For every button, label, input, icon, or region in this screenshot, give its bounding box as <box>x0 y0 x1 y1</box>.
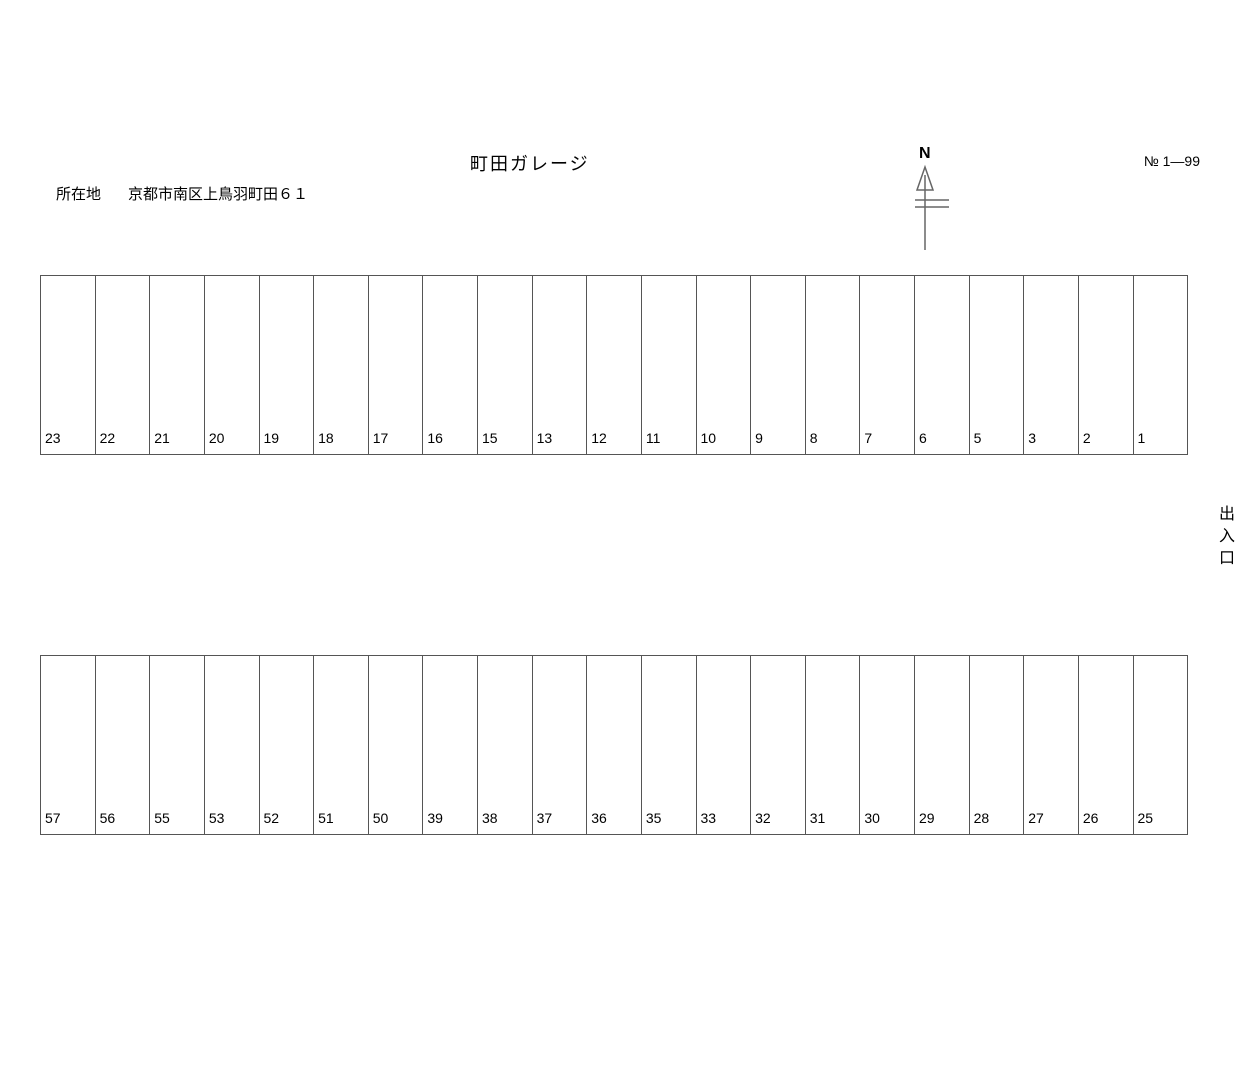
parking-space: 31 <box>806 656 861 834</box>
parking-space: 18 <box>314 276 369 454</box>
parking-space-number: 25 <box>1138 810 1154 826</box>
parking-space-number: 9 <box>755 430 763 446</box>
parking-space: 13 <box>533 276 588 454</box>
parking-space: 53 <box>205 656 260 834</box>
parking-space: 37 <box>533 656 588 834</box>
parking-space: 15 <box>478 276 533 454</box>
parking-space: 25 <box>1134 656 1188 834</box>
parking-space: 2 <box>1079 276 1134 454</box>
parking-space-number: 51 <box>318 810 334 826</box>
parking-space-number: 38 <box>482 810 498 826</box>
parking-space-number: 16 <box>427 430 443 446</box>
parking-space: 26 <box>1079 656 1134 834</box>
address-value: 京都市南区上鳥羽町田６１ <box>128 183 308 204</box>
parking-space-number: 8 <box>810 430 818 446</box>
parking-space: 16 <box>423 276 478 454</box>
parking-space: 27 <box>1024 656 1079 834</box>
parking-space: 56 <box>96 656 151 834</box>
parking-space-number: 29 <box>919 810 935 826</box>
parking-space: 10 <box>697 276 752 454</box>
parking-space-number: 32 <box>755 810 771 826</box>
address-label: 所在地 <box>56 183 101 204</box>
parking-space-number: 15 <box>482 430 498 446</box>
parking-space-number: 28 <box>974 810 990 826</box>
parking-space: 29 <box>915 656 970 834</box>
parking-space-number: 6 <box>919 430 927 446</box>
parking-space: 8 <box>806 276 861 454</box>
parking-space: 12 <box>587 276 642 454</box>
parking-space: 57 <box>41 656 96 834</box>
parking-space-number: 10 <box>701 430 717 446</box>
parking-space: 32 <box>751 656 806 834</box>
parking-space-number: 3 <box>1028 430 1036 446</box>
parking-space-number: 56 <box>100 810 116 826</box>
parking-space-number: 27 <box>1028 810 1044 826</box>
page-title: 町田ガレージ <box>470 150 590 176</box>
parking-row-bottom: 57 56 55 53 52 51 50 39 38 37 36 35 33 32 31 30 29 28 27 26… <box>40 655 1188 835</box>
parking-space-number: 20 <box>209 430 225 446</box>
parking-space-number: 12 <box>591 430 607 446</box>
parking-space: 7 <box>860 276 915 454</box>
parking-space: 52 <box>260 656 315 834</box>
entrance-label: 出入口 <box>1212 505 1236 571</box>
parking-space-number: 37 <box>537 810 553 826</box>
parking-space-number: 31 <box>810 810 826 826</box>
header: 町田ガレージ 所在地 京都市南区上鳥羽町田６１ N № 1—99 <box>0 145 1240 265</box>
parking-space: 1 <box>1134 276 1188 454</box>
parking-space-number: 35 <box>646 810 662 826</box>
parking-space: 51 <box>314 656 369 834</box>
parking-space: 21 <box>150 276 205 454</box>
parking-space-number: 7 <box>864 430 872 446</box>
parking-space-number: 13 <box>537 430 553 446</box>
compass: N <box>905 145 955 255</box>
parking-space-number: 21 <box>154 430 170 446</box>
document-number: № 1—99 <box>1144 153 1200 169</box>
parking-space: 20 <box>205 276 260 454</box>
parking-space-number: 2 <box>1083 430 1091 446</box>
parking-space: 30 <box>860 656 915 834</box>
parking-grid: 2322212019181716151312111098765321 57565… <box>40 275 1188 845</box>
parking-space: 17 <box>369 276 424 454</box>
parking-space-number: 18 <box>318 430 334 446</box>
parking-space: 33 <box>697 656 752 834</box>
parking-space-number: 52 <box>264 810 280 826</box>
parking-space-number: 1 <box>1138 430 1146 446</box>
parking-space-number: 55 <box>154 810 170 826</box>
parking-row-top: 2322212019181716151312111098765321 <box>40 275 1188 455</box>
parking-space-number: 50 <box>373 810 389 826</box>
parking-space-number: 5 <box>974 430 982 446</box>
parking-space-number: 22 <box>100 430 116 446</box>
parking-space: 55 <box>150 656 205 834</box>
parking-space: 22 <box>96 276 151 454</box>
parking-space-number: 30 <box>864 810 880 826</box>
parking-space: 50 <box>369 656 424 834</box>
parking-space-number: 39 <box>427 810 443 826</box>
parking-space-number: 11 <box>646 430 661 446</box>
parking-space-number: 33 <box>701 810 717 826</box>
parking-space-number: 57 <box>45 810 61 826</box>
compass-n-label: N <box>919 145 931 163</box>
parking-space: 23 <box>41 276 96 454</box>
parking-space: 19 <box>260 276 315 454</box>
parking-space-number: 19 <box>264 430 280 446</box>
parking-space: 9 <box>751 276 806 454</box>
parking-space: 6 <box>915 276 970 454</box>
parking-space: 5 <box>970 276 1025 454</box>
parking-space-number: 53 <box>209 810 225 826</box>
parking-space: 35 <box>642 656 697 834</box>
parking-space: 39 <box>423 656 478 834</box>
parking-space: 36 <box>587 656 642 834</box>
parking-space-number: 26 <box>1083 810 1099 826</box>
parking-space: 3 <box>1024 276 1079 454</box>
parking-space: 11 <box>642 276 697 454</box>
parking-space-number: 23 <box>45 430 61 446</box>
parking-space-number: 36 <box>591 810 607 826</box>
parking-space-number: 17 <box>373 430 389 446</box>
parking-space: 38 <box>478 656 533 834</box>
parking-space: 28 <box>970 656 1025 834</box>
